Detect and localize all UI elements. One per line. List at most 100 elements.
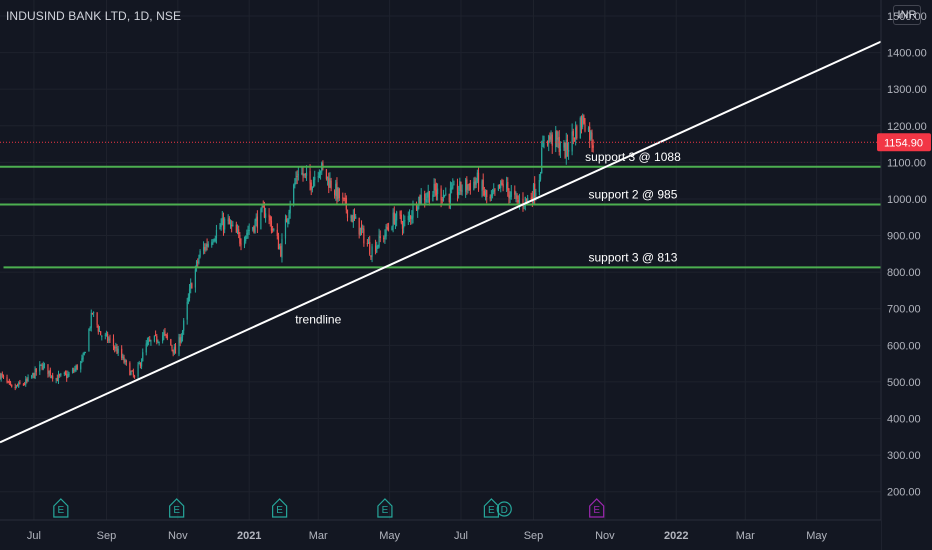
candle-up — [215, 229, 218, 239]
price-axis[interactable] — [881, 0, 932, 550]
earnings-marker[interactable]: E — [169, 498, 185, 518]
candle-down — [280, 246, 282, 257]
earnings-marker[interactable]: E — [272, 498, 288, 518]
candle-down — [270, 221, 273, 231]
candle-up — [452, 184, 454, 189]
candle-down — [525, 198, 528, 200]
candle-down — [448, 193, 450, 203]
candle-up — [527, 197, 529, 202]
candle-down — [302, 173, 304, 176]
price-axis-label: 1500.00 — [887, 11, 927, 23]
candle-up — [89, 327, 91, 329]
candle-down — [268, 214, 270, 218]
candle-up — [587, 127, 590, 132]
candle-up — [294, 182, 296, 186]
candle-up — [312, 179, 315, 188]
price-axis-label: 1300.00 — [887, 84, 927, 96]
price-axis-label: 900.00 — [887, 231, 921, 243]
candle-up — [575, 127, 577, 140]
candle-up — [337, 188, 339, 199]
candle-up — [476, 172, 478, 182]
candle-up — [147, 340, 150, 342]
candle-down — [166, 335, 168, 339]
candle-up — [195, 261, 198, 269]
candle-up — [34, 368, 36, 379]
dividend-marker[interactable]: D — [496, 501, 512, 517]
candle-up — [157, 341, 159, 343]
candle-up — [124, 360, 126, 363]
candle-down — [139, 363, 141, 366]
time-axis[interactable] — [0, 520, 881, 550]
candle-down — [546, 140, 549, 145]
earnings-marker[interactable]: E — [377, 498, 393, 518]
candle-up — [352, 214, 354, 222]
trendline[interactable] — [0, 40, 882, 444]
time-axis-label: Sep — [97, 530, 117, 542]
candle-down — [277, 236, 280, 250]
candle-up — [252, 227, 254, 230]
price-axis-label: 1000.00 — [887, 194, 927, 206]
candle-down — [239, 234, 241, 244]
candle-down — [516, 195, 518, 200]
candle-up — [43, 364, 46, 366]
candle-down — [576, 126, 578, 139]
chart-title: INDUSIND BANK LTD, 1D, NSE — [6, 9, 182, 23]
candle-up — [279, 246, 281, 249]
candle-up — [0, 374, 2, 379]
plot-area[interactable] — [0, 0, 881, 520]
candle-down — [419, 195, 421, 203]
candle-up — [532, 184, 535, 203]
candle-up — [261, 206, 263, 209]
candle-down — [204, 246, 206, 250]
candle-down — [573, 137, 576, 139]
candle-down — [456, 184, 459, 195]
candle-down — [379, 236, 381, 239]
time-axis-label: May — [379, 530, 400, 542]
candle-down — [330, 180, 332, 189]
currency-button[interactable]: INR — [893, 5, 921, 25]
candle-down — [14, 386, 16, 389]
candle-up — [362, 228, 364, 230]
candle-down — [272, 228, 274, 230]
candle-up — [101, 336, 103, 338]
candle-down — [494, 188, 496, 191]
candle-down — [76, 365, 78, 370]
candle-up — [293, 184, 295, 205]
candle-up — [60, 373, 62, 376]
candle-up — [425, 199, 427, 202]
time-axis-label: 2021 — [237, 530, 261, 542]
event-marker-letter: D — [501, 505, 508, 516]
candle-up — [55, 378, 57, 380]
candle-up — [122, 356, 124, 359]
candle-up — [27, 377, 29, 382]
candle-down — [296, 176, 298, 178]
candle-down — [256, 216, 258, 228]
candle-up — [461, 190, 463, 192]
candle-up — [190, 282, 192, 289]
candle-down — [428, 191, 430, 203]
candle-up — [451, 187, 453, 190]
candle-up — [145, 343, 147, 353]
candle-up — [539, 173, 542, 180]
candle-up — [391, 227, 393, 231]
candle-down — [131, 370, 133, 372]
candle-down — [393, 212, 395, 225]
candle-down — [440, 188, 442, 201]
candle-down — [171, 345, 173, 349]
candle-up — [48, 370, 50, 374]
candle-up — [385, 225, 387, 237]
earnings-marker[interactable]: E — [483, 498, 499, 518]
candle-down — [155, 334, 157, 336]
candle-down — [328, 178, 330, 188]
candle-down — [276, 229, 278, 236]
candle-up — [377, 245, 379, 247]
time-axis-label: Mar — [309, 530, 328, 542]
candle-up — [538, 179, 540, 193]
candle-down — [592, 145, 594, 148]
candle-up — [137, 364, 139, 377]
candle-up — [181, 331, 184, 338]
earnings-marker[interactable]: E — [53, 498, 69, 518]
earnings-marker[interactable]: E — [589, 498, 605, 518]
